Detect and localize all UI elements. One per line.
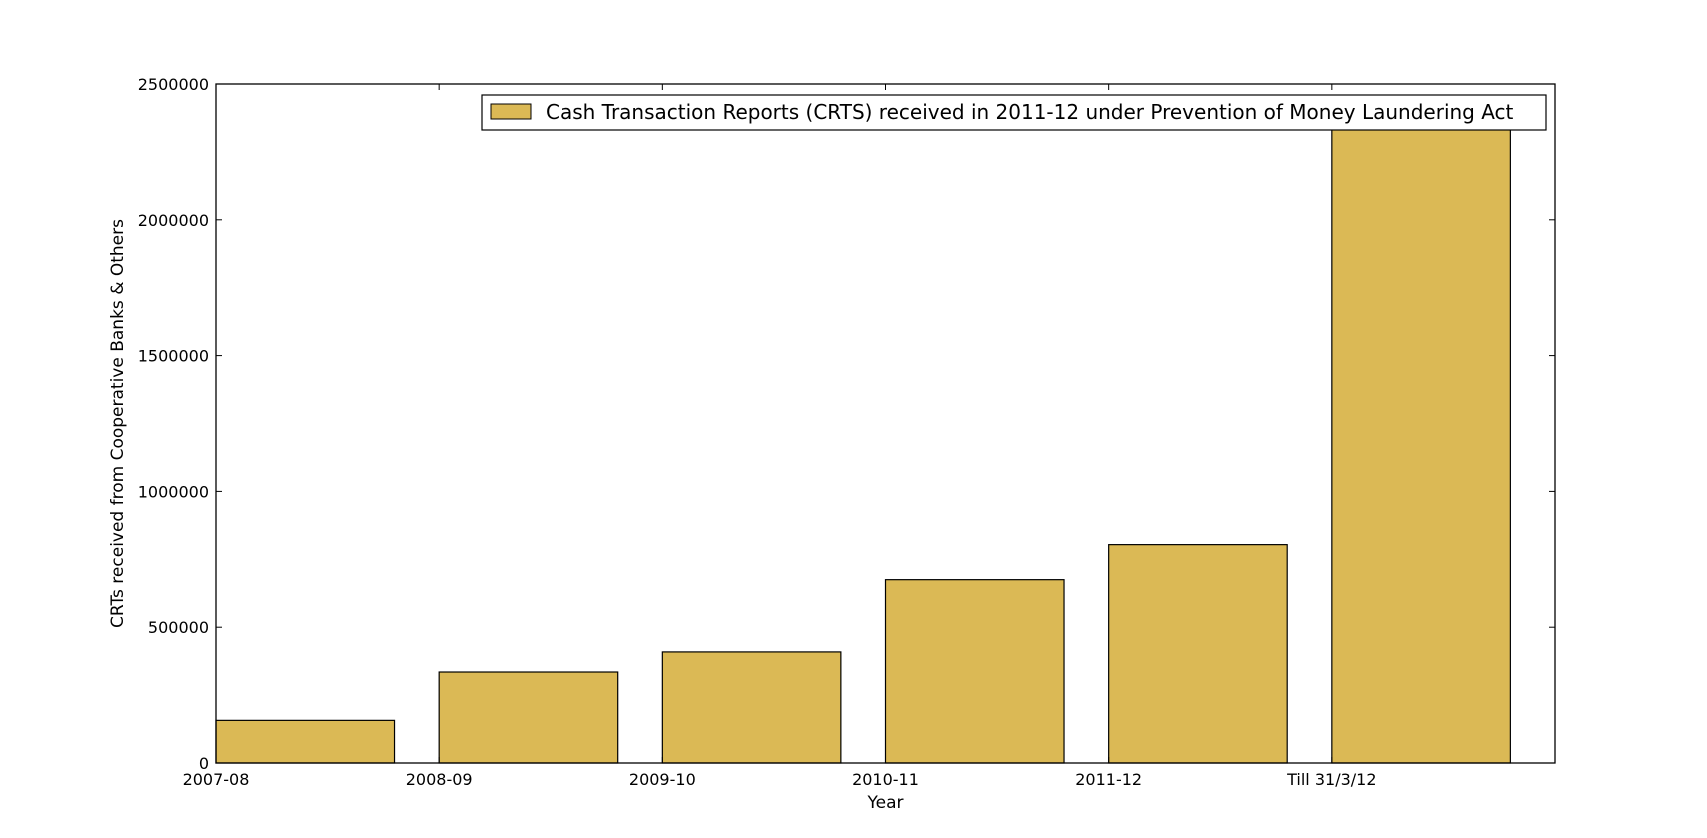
x-axis-label: Year bbox=[867, 793, 904, 813]
y-axis-label: CRTs received from Cooperative Banks & O… bbox=[108, 219, 128, 628]
bar-2009-10 bbox=[661, 651, 842, 764]
plot-frame bbox=[215, 83, 1556, 764]
x-tick-label: 2007-08 bbox=[183, 770, 250, 789]
tick-labels-layer: 2007-08 2008-09 2009-10 2010-11 2011-12 Till … bbox=[138, 75, 1377, 789]
bar-2007-08 bbox=[215, 719, 396, 764]
y-tick-label: 0 bbox=[199, 754, 209, 773]
legend-label: Cash Transaction Reports (CRTS) received… bbox=[546, 100, 1514, 124]
y-tick-label: 2500000 bbox=[138, 75, 209, 94]
y-tick-label: 500000 bbox=[148, 618, 209, 637]
bar-2008-09 bbox=[438, 671, 619, 764]
x-tick-label: Till 31/3/12 bbox=[1286, 770, 1376, 789]
bar-2010-11 bbox=[884, 579, 1065, 764]
x-tick-label: 2011-12 bbox=[1075, 770, 1142, 789]
legend-swatch bbox=[490, 103, 532, 120]
x-tick-label: 2010-11 bbox=[852, 770, 919, 789]
bar-till-31-3-12 bbox=[1331, 126, 1511, 764]
x-tick-label: 2008-09 bbox=[406, 770, 473, 789]
legend: Cash Transaction Reports (CRTS) received… bbox=[481, 94, 1547, 131]
y-tick-label: 1500000 bbox=[138, 347, 209, 366]
legend-box bbox=[481, 94, 1547, 131]
bar-2011-12 bbox=[1108, 544, 1288, 764]
x-tick-label: 2009-10 bbox=[629, 770, 696, 789]
bars-layer bbox=[215, 126, 1511, 764]
y-tick-label: 2000000 bbox=[138, 211, 209, 230]
y-tick-label: 1000000 bbox=[138, 482, 209, 501]
